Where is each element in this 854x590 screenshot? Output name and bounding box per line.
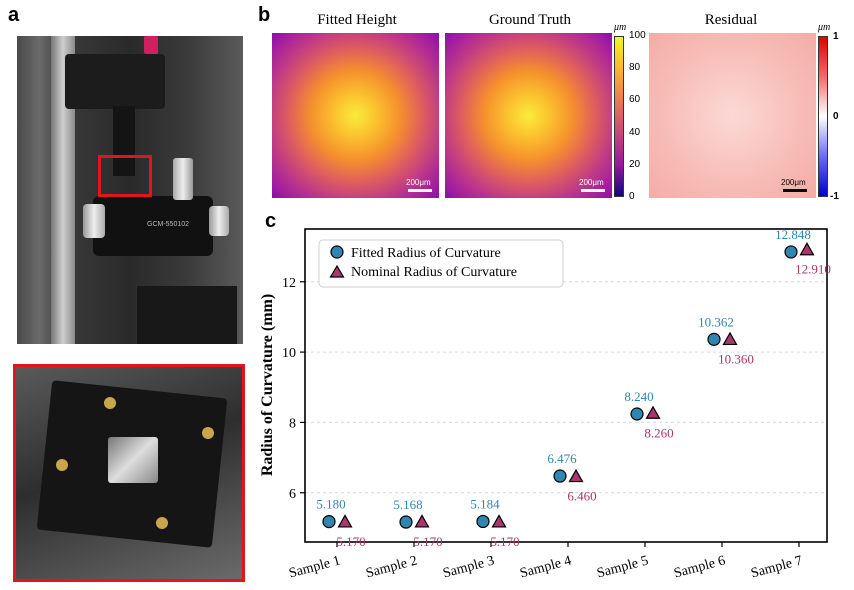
- nominal-data-label: 5.170: [413, 534, 442, 549]
- fitted-point: [476, 514, 490, 529]
- x-tick-label: Sample 6: [672, 553, 727, 581]
- scale-label: 200μm: [579, 178, 604, 187]
- colorbar-main: [614, 36, 624, 197]
- nominal-point: [491, 514, 507, 528]
- y-axis-label: Radius of Curvature (mm): [259, 294, 276, 476]
- plot-frame: [304, 228, 828, 543]
- legend-triangle-marker: [329, 264, 345, 278]
- screw-tr: [202, 427, 214, 439]
- residual-colorbar-unit: μm: [818, 22, 831, 33]
- fitted-point: [784, 245, 798, 259]
- nominal-data-label: 5.170: [490, 534, 519, 549]
- nominal-data-label: 5.170: [336, 534, 365, 549]
- colorbar-tick-label: 80: [629, 62, 641, 74]
- screw-br: [156, 517, 168, 529]
- nominal-data-label: 8.260: [644, 425, 673, 440]
- y-tick-label: 10: [282, 346, 296, 361]
- fitted-data-label: 5.184: [470, 496, 500, 511]
- panel-label-c: c: [265, 210, 277, 232]
- nominal-data-label: 10.360: [718, 351, 754, 366]
- legend-box: [318, 239, 564, 288]
- black-body: [93, 196, 213, 256]
- pink-knob: [144, 36, 158, 54]
- silver-post: [173, 158, 193, 200]
- x-tick-label: Sample 3: [441, 553, 496, 581]
- grid-layer: [305, 281, 827, 494]
- device-label: GCM-550102: [147, 221, 190, 228]
- residual-tick-bottom: -1: [830, 191, 839, 202]
- colorbar-tick-label: 20: [629, 158, 641, 170]
- fitted-point: [630, 407, 644, 421]
- lower-stage: [137, 286, 237, 344]
- fitted-data-label: 8.240: [624, 389, 653, 404]
- residual-title: Residual: [704, 12, 758, 28]
- residual-tick-mid: 0: [833, 111, 839, 122]
- residual-map: 200μm: [649, 33, 816, 198]
- fitted-data-label: 5.168: [393, 497, 422, 512]
- colorbar-tick-label: 0: [629, 191, 635, 202]
- top-mount: [65, 54, 165, 109]
- y-tick-label: 6: [289, 487, 296, 502]
- nominal-data-label: 6.460: [567, 489, 596, 504]
- scale-bar: [783, 189, 807, 192]
- sensor-chip: [108, 437, 158, 483]
- fitted-data-label: 12.848: [775, 227, 811, 242]
- fitted-height-title: Fitted Height: [317, 12, 397, 28]
- fitted-point: [399, 515, 413, 529]
- red-highlight-box: [98, 155, 152, 197]
- legend-circle-marker: [330, 245, 344, 259]
- nominal-point: [645, 405, 661, 419]
- scale-label: 200μm: [406, 178, 431, 187]
- marks-layer: 5.180 5.168 5.184 6.476 8.240 10.362 12.848 5.1…: [316, 227, 831, 549]
- colorbar-tick-label: 100: [629, 30, 646, 41]
- nominal-point: [799, 242, 815, 256]
- panel-label-b: b: [258, 4, 271, 26]
- sensor-photo: [13, 364, 245, 582]
- ground-truth-title: Ground Truth: [488, 12, 572, 28]
- nominal-point: [337, 514, 353, 528]
- panel-label-a: a: [8, 4, 20, 26]
- silver-knob-left: [83, 204, 105, 238]
- vertical-arm: [113, 106, 135, 176]
- residual-tick-top: 1: [833, 31, 839, 42]
- fitted-point: [553, 469, 567, 483]
- fitted-data-label: 10.362: [698, 314, 734, 329]
- x-tick-label: Sample 2: [364, 553, 419, 581]
- legend-nominal-label: Nominal Radius of Curvature: [351, 265, 517, 280]
- x-tick-label: Sample 4: [518, 553, 573, 581]
- x-tick-label: Sample 5: [595, 553, 650, 581]
- setup-photo: GCM-550102: [17, 36, 243, 344]
- fitted-point: [322, 515, 336, 529]
- colorbar-residual: [818, 36, 828, 197]
- x-tick-label: Sample 7: [749, 553, 804, 581]
- silver-knob-right: [209, 206, 229, 236]
- scale-label: 200μm: [781, 178, 806, 187]
- y-tick-label: 12: [282, 276, 296, 291]
- colorbar-tick-label: 60: [629, 94, 641, 106]
- ground-truth-map: 200μm: [445, 33, 612, 198]
- y-tick-label: 8: [289, 416, 296, 431]
- colorbar-unit: μm: [614, 22, 627, 33]
- nominal-data-label: 12.910: [795, 262, 831, 277]
- screw-tl: [104, 397, 116, 409]
- fitted-data-label: 6.476: [547, 451, 577, 466]
- scale-bar: [408, 189, 432, 192]
- fitted-point: [707, 332, 721, 346]
- x-tick-label: Sample 1: [287, 553, 342, 581]
- screw-bl: [56, 459, 68, 471]
- nominal-point: [414, 514, 430, 528]
- fitted-height-map: 200μm: [272, 33, 439, 198]
- legend: Fitted Radius of Curvature Nominal Radiu…: [318, 239, 564, 288]
- colorbar-tick-label: 40: [629, 126, 641, 138]
- nominal-point: [568, 468, 584, 483]
- fitted-data-label: 5.180: [316, 497, 345, 512]
- nominal-point: [722, 331, 738, 346]
- legend-fitted-label: Fitted Radius of Curvature: [351, 246, 501, 261]
- scale-bar: [581, 189, 605, 192]
